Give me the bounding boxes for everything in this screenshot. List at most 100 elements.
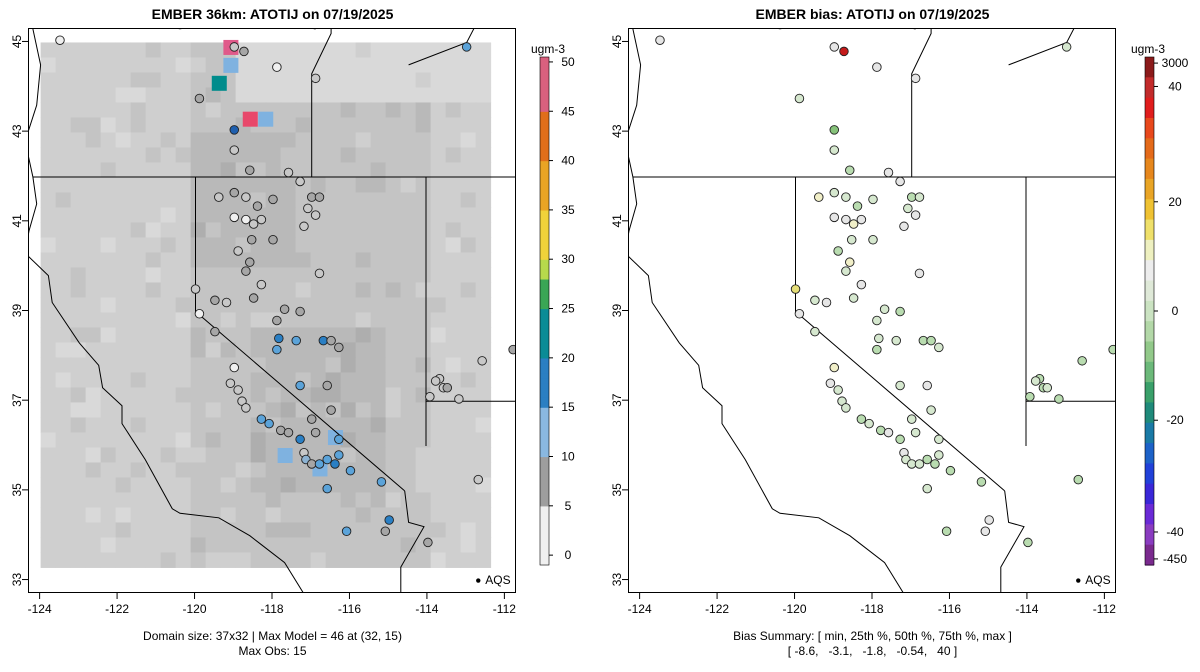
grid-cell xyxy=(445,237,462,253)
grid-cell xyxy=(370,192,387,208)
grid-cell xyxy=(400,222,417,238)
site-marker xyxy=(934,342,944,353)
grid-cell xyxy=(250,402,267,418)
grid-cell xyxy=(295,282,312,298)
site-marker xyxy=(922,380,932,391)
grid-cell xyxy=(385,462,402,478)
colorbar-segment xyxy=(540,308,549,315)
grid-cell xyxy=(445,522,462,538)
grid-cell xyxy=(325,72,342,88)
grid-cell xyxy=(355,282,372,298)
site-marker xyxy=(914,192,925,202)
grid-cell-highlight xyxy=(223,57,239,73)
grid-cell xyxy=(175,372,192,388)
grid-cell xyxy=(310,252,327,268)
grid-cell xyxy=(175,432,192,448)
grid-cell xyxy=(55,192,72,208)
grid-cell xyxy=(70,312,87,328)
grid-cell xyxy=(310,282,327,298)
grid-cell xyxy=(415,207,432,223)
colorbar-tick-label: 0 xyxy=(1172,304,1179,318)
model-map xyxy=(29,29,515,592)
colorbar-segment xyxy=(540,106,549,112)
grid-cell xyxy=(145,357,162,373)
grid-cell xyxy=(190,387,207,403)
colorbar-segment xyxy=(540,550,549,556)
grid-cell xyxy=(190,162,207,178)
grid-cell xyxy=(340,117,357,133)
grid-cell xyxy=(130,297,147,313)
grid-cell xyxy=(265,132,282,148)
grid-cell xyxy=(40,507,57,523)
grid-cell xyxy=(235,357,252,373)
grid-cell xyxy=(220,402,237,418)
grid-cell xyxy=(190,537,207,553)
grid-cell xyxy=(55,432,72,448)
grid-cell xyxy=(400,207,417,223)
grid-cell xyxy=(115,132,132,148)
grid-cell xyxy=(235,342,252,358)
grid-cell xyxy=(310,162,327,178)
colorbar-segment xyxy=(1145,239,1154,261)
grid-cell xyxy=(280,177,297,193)
grid-cell xyxy=(205,462,222,478)
colorbar-segment xyxy=(540,57,549,63)
grid-cell xyxy=(145,552,162,568)
grid-cell xyxy=(430,132,447,148)
grid-cell xyxy=(385,432,402,448)
colorbar-segment xyxy=(540,121,549,127)
grid-cell xyxy=(250,132,267,148)
colorbar-segment xyxy=(1145,341,1154,363)
site-marker xyxy=(906,414,917,424)
grid-cell xyxy=(40,552,57,568)
grid-cell xyxy=(475,327,492,343)
grid-cell xyxy=(190,372,207,388)
grid-cell xyxy=(100,207,117,223)
grid-cell xyxy=(445,177,462,193)
grid-cell xyxy=(280,537,297,553)
site-marker xyxy=(345,465,356,476)
grid-cell xyxy=(310,87,327,103)
grid-cell xyxy=(445,72,462,88)
grid-cell xyxy=(70,552,87,568)
grid-cell xyxy=(175,462,192,478)
site-marker xyxy=(825,378,836,388)
grid-cell xyxy=(385,177,402,193)
grid-cell xyxy=(220,492,237,508)
grid-cell xyxy=(190,447,207,463)
grid-cell xyxy=(55,57,72,73)
grid-cell xyxy=(70,57,87,73)
grid-cell xyxy=(325,552,342,568)
site-marker xyxy=(856,214,867,225)
grid-cell xyxy=(310,387,327,403)
grid-cell xyxy=(55,522,72,538)
grid-cell xyxy=(385,372,402,388)
grid-cell xyxy=(430,252,447,268)
colorbar-segment xyxy=(540,441,549,448)
grid-cell xyxy=(190,492,207,508)
grid-cell xyxy=(445,327,462,343)
grid-cell xyxy=(250,147,267,163)
grid-cell xyxy=(280,87,297,103)
site-marker xyxy=(221,297,232,308)
colorbar-tick-label: -20 xyxy=(1166,413,1184,427)
grid-cell xyxy=(100,267,117,283)
grid-cell xyxy=(325,102,342,118)
grid-cell xyxy=(295,417,312,433)
site-marker xyxy=(239,46,249,57)
grid-cell xyxy=(430,72,447,88)
grid-cell xyxy=(235,507,252,523)
x-tick-label: -122 xyxy=(105,602,129,616)
site-marker xyxy=(295,434,305,445)
site-marker xyxy=(868,194,878,205)
bias-colorbar: 3000 40 20 0 -20 -40 -450 xyxy=(1144,56,1189,566)
site-marker xyxy=(272,315,282,326)
grid-cell xyxy=(430,417,447,433)
grid-cell xyxy=(205,537,222,553)
grid-cell xyxy=(220,417,237,433)
grid-cell xyxy=(160,282,177,298)
grid-cell xyxy=(400,267,417,283)
grid-cell xyxy=(160,417,177,433)
grid-cell xyxy=(385,237,402,253)
bias-footer-line2: [ -8.6, -3.1, -1.8, -0.54, 40 ] xyxy=(787,644,958,658)
